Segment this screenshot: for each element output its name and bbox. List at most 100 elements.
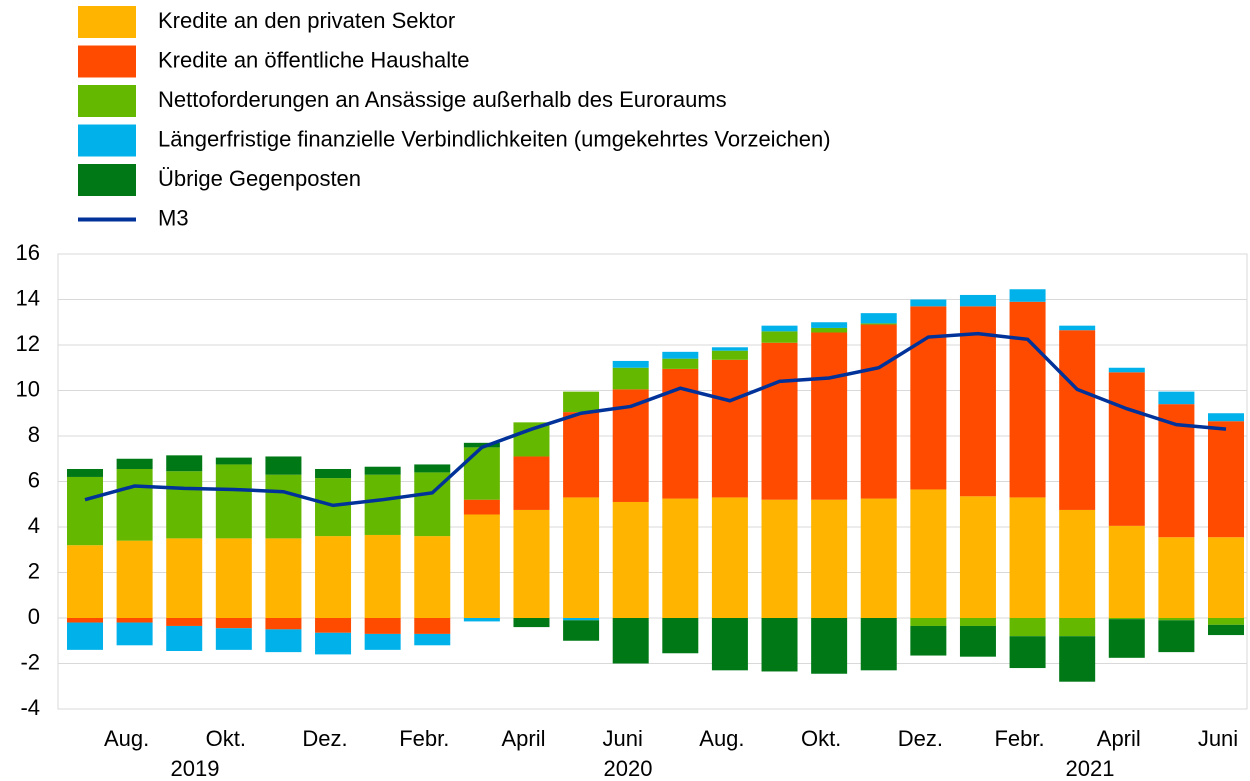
bar-segment bbox=[513, 509, 550, 618]
bar-segment bbox=[1059, 509, 1096, 618]
x-tick-label: Dez. bbox=[898, 726, 943, 751]
bar-segment bbox=[612, 618, 649, 664]
bar-segment bbox=[215, 628, 252, 650]
bar-segment bbox=[513, 456, 550, 510]
y-tick-label: 4 bbox=[28, 513, 40, 538]
bar-segment bbox=[116, 618, 153, 623]
bar-segment bbox=[116, 468, 153, 541]
bar-segment bbox=[959, 625, 996, 657]
bar-segment bbox=[265, 456, 302, 475]
legend-label: Übrige Gegenposten bbox=[158, 166, 361, 191]
bar-segment bbox=[612, 360, 649, 368]
bar-segment bbox=[563, 620, 600, 641]
y-tick-label: 6 bbox=[28, 467, 40, 492]
bar-segment bbox=[1009, 618, 1046, 637]
bar-segment bbox=[662, 358, 699, 369]
bar-segment bbox=[761, 325, 798, 332]
bar-segment bbox=[711, 347, 748, 351]
bar-segment bbox=[414, 536, 451, 618]
bar-segment bbox=[662, 618, 699, 654]
bar-segment bbox=[265, 629, 302, 653]
x-tick-label: Dez. bbox=[302, 726, 347, 751]
x-tick-label: Okt. bbox=[206, 726, 246, 751]
bar-segment bbox=[166, 538, 203, 618]
year-label: 2021 bbox=[1066, 756, 1115, 781]
bar-segment bbox=[910, 489, 947, 618]
y-tick-label: -4 bbox=[20, 695, 40, 720]
bar-segment bbox=[67, 468, 103, 477]
bar-segment bbox=[215, 464, 252, 539]
bar-segment bbox=[811, 327, 848, 333]
bar-segment bbox=[414, 633, 451, 646]
bar-segment bbox=[1108, 619, 1145, 658]
bar-segment bbox=[116, 622, 153, 646]
bar-segment bbox=[1208, 421, 1244, 538]
bar-segment bbox=[414, 464, 451, 473]
bar-segment bbox=[959, 618, 996, 626]
bar-segment bbox=[1009, 301, 1046, 498]
bar-segment bbox=[364, 618, 401, 634]
bar-segment bbox=[166, 455, 203, 472]
bar-segment bbox=[463, 442, 500, 448]
bar-segment bbox=[463, 499, 500, 515]
y-tick-label: 0 bbox=[28, 604, 40, 629]
bar-segment bbox=[67, 618, 103, 623]
bar-segment bbox=[166, 471, 203, 539]
bar-segment bbox=[1059, 636, 1096, 682]
bar-segment bbox=[860, 618, 897, 671]
bar-segment bbox=[364, 474, 401, 535]
bar-segment bbox=[563, 412, 600, 498]
bar-segment bbox=[463, 514, 500, 618]
bar-segment bbox=[463, 618, 500, 622]
bar-segment bbox=[1208, 413, 1244, 422]
bar-segment bbox=[1158, 537, 1195, 618]
bar-segment bbox=[215, 618, 252, 629]
x-tick-label: Febr. bbox=[994, 726, 1044, 751]
bar-segment bbox=[1208, 618, 1244, 625]
bar-segment bbox=[761, 331, 798, 343]
bar-segment bbox=[1009, 636, 1046, 669]
x-tick-label: Okt. bbox=[801, 726, 841, 751]
y-tick-label: 12 bbox=[16, 331, 40, 356]
y-tick-label: 14 bbox=[16, 285, 40, 310]
bar-segment bbox=[910, 625, 947, 656]
bar-segment bbox=[612, 367, 649, 390]
bar-segment bbox=[1059, 618, 1096, 637]
bar-segment bbox=[215, 538, 252, 618]
legend-swatch bbox=[78, 6, 136, 38]
bar-segment bbox=[166, 625, 203, 651]
bar-segment bbox=[1158, 620, 1195, 653]
bar-segment bbox=[265, 538, 302, 618]
bar-segment bbox=[67, 545, 103, 618]
bar-segment bbox=[315, 468, 352, 479]
bar-segment bbox=[1059, 330, 1096, 510]
legend-label: Längerfristige finanzielle Verbindlichke… bbox=[158, 126, 831, 151]
bar-segment bbox=[811, 618, 848, 674]
bar-segment bbox=[612, 501, 649, 618]
y-tick-label: 10 bbox=[16, 376, 40, 401]
bar-segment bbox=[463, 447, 500, 500]
bar-segment bbox=[265, 474, 302, 539]
bar-segment bbox=[364, 534, 401, 618]
bar-segment bbox=[662, 498, 699, 618]
bar-segment bbox=[315, 632, 352, 655]
legend-label: Kredite an den privaten Sektor bbox=[158, 8, 455, 33]
legend-label: Nettoforderungen an Ansässige außerhalb … bbox=[158, 87, 727, 112]
bar-segment bbox=[1009, 289, 1046, 302]
bar-segment bbox=[67, 476, 103, 546]
bar-segment bbox=[563, 618, 600, 621]
bar-segment bbox=[1108, 525, 1145, 618]
x-tick-label: Aug. bbox=[699, 726, 744, 751]
bar-segment bbox=[711, 359, 748, 498]
bar-segment bbox=[1108, 618, 1145, 620]
bar-segment bbox=[761, 618, 798, 672]
bar-segment bbox=[1158, 391, 1195, 405]
bar-segment bbox=[166, 618, 203, 626]
bar-segment bbox=[811, 322, 848, 328]
bar-segment bbox=[711, 618, 748, 671]
bar-segment bbox=[265, 618, 302, 630]
bar-segment bbox=[910, 299, 947, 307]
bar-segment bbox=[116, 458, 153, 469]
x-tick-label: April bbox=[1097, 726, 1141, 751]
bar-segment bbox=[711, 497, 748, 618]
